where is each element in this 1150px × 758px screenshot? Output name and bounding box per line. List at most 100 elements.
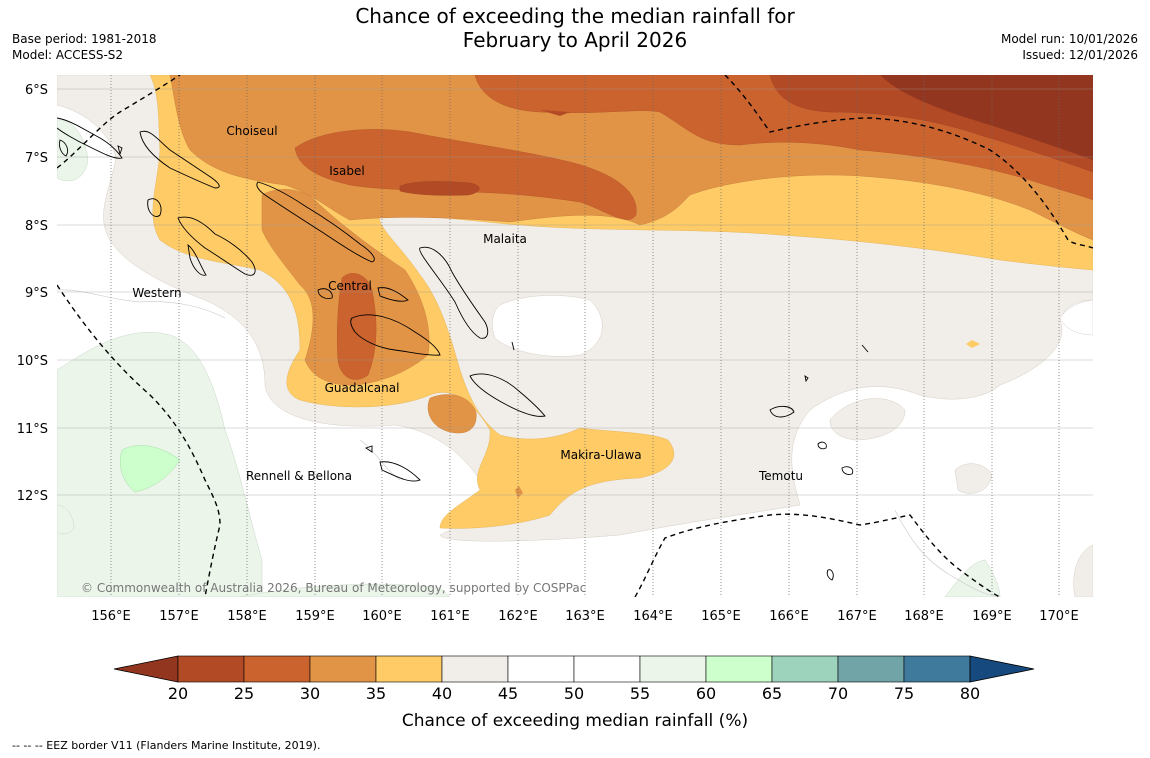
colorbar-segment [441,655,509,683]
title-line-2: February to April 2026 [462,28,688,52]
colorbar-title: Chance of exceeding median rainfall (%) [402,711,748,731]
island-isabel [256,181,375,263]
colorbar-tick-label: 20 [168,684,188,703]
colorbar-tick-label: 35 [366,684,386,703]
lon-tick-label: 170°E [1039,609,1079,624]
island-small-5 [511,341,515,351]
longitude-axis: 156°E 157°E 158°E 159°E 160°E 161°E 162°… [91,609,1079,624]
eez-legend-note: -- -- -- EEZ border V11 (Flanders Marine… [12,739,321,752]
lon-tick-label: 163°E [565,609,605,624]
map-area: Choiseul Isabel Malaita Western Central … [57,75,1093,597]
colorbar-segment [639,655,707,683]
latitude-axis: 6°S 7°S 8°S 9°S 10°S 11°S 12°S [17,83,48,504]
colorbar-ticks: 20 25 30 35 40 45 50 55 60 65 70 75 80 [168,684,980,703]
colorbar-segment [243,655,311,683]
island-russell [317,288,333,299]
lat-tick-label: 10°S [17,354,48,369]
colorbar-tick-label: 40 [432,684,452,703]
island-utupua [817,441,827,450]
copyright-notice: © Commonwealth of Australia 2026, Bureau… [81,581,586,595]
island-small-4 [861,344,869,353]
lon-tick-label: 156°E [91,609,131,624]
island-vanikoro [841,466,854,475]
colorbar-tick-label: 80 [960,684,980,703]
colorbar-tick-label: 70 [828,684,848,703]
label-rennell-bellona: Rennell & Bellona [246,469,352,483]
colorbar-tick-label: 30 [300,684,320,703]
colorbar-segment [771,655,839,683]
label-western: Western [132,286,181,300]
island-makira [469,373,546,417]
label-isabel: Isabel [329,164,364,178]
colorbar-segment [705,655,773,683]
island-ontong [59,139,69,157]
eez-north-east [724,75,1093,249]
island-santa-cruz [769,405,795,418]
eez-borders [57,75,1093,597]
contour-55-60-northwest [57,119,89,182]
contour-25-30-isabel [294,129,637,220]
eez-north-west [57,75,181,169]
lon-tick-label: 162°E [498,609,538,624]
lon-tick-label: 161°E [430,609,470,624]
eez-south-west [57,284,221,597]
colorbar-over-arrow [969,655,1035,683]
colorbar-tick-label: 65 [762,684,782,703]
contour-30-35-patch [427,394,477,434]
lat-tick-label: 9°S [25,286,48,301]
label-makira-ulawa: Makira-Ulawa [560,448,641,462]
model-run: Model run: 10/01/2026 [1000,32,1138,46]
island-small-2 [804,375,809,383]
map-title: Chance of exceeding the median rainfall … [0,4,1150,52]
latitude-gridlines [57,88,1093,496]
lat-tick-label: 8°S [25,219,48,234]
label-guadalcanal: Guadalcanal [325,381,400,395]
colorbar-segment [573,655,641,683]
lon-tick-label: 165°E [701,609,741,624]
contour-40-45-temotu [954,463,993,494]
eez-south-east [634,513,1001,597]
colorbar-tick-label: 55 [630,684,650,703]
lat-tick-label: 12°S [17,489,48,504]
label-choiseul: Choiseul [226,124,277,138]
colorbar-segment [507,655,575,683]
lon-tick-label: 169°E [972,609,1012,624]
contour-40-45-patch [829,398,906,441]
contour-60-65 [119,445,181,493]
contour-line-east [894,509,1001,597]
colorbar-segment [375,655,443,683]
colorbar-tick-label: 50 [564,684,584,703]
island-choiseul [139,130,220,189]
island-bellona [364,445,373,453]
island-small-1 [117,145,123,156]
label-malaita: Malaita [483,232,527,246]
contour-55-60-south [239,583,451,597]
colorbar-tick-label: 60 [696,684,716,703]
label-temotu: Temotu [758,469,803,483]
longitude-gridlines [110,75,1060,597]
colorbar-under-arrow [113,655,179,683]
label-central: Central [328,279,372,293]
title-line-1: Chance of exceeding the median rainfall … [355,4,795,28]
island-malaita [419,246,489,339]
lon-tick-label: 167°E [837,609,877,624]
contour-line-west [57,289,226,319]
island-small-3 [826,569,834,581]
lon-tick-label: 168°E [904,609,944,624]
contour-25-30-central [336,273,377,380]
colorbar-segment [903,655,971,683]
island-ranongga [187,244,207,276]
contour-55-60-lower [57,504,75,535]
island-rennell [379,461,421,482]
contour-below-20 [880,75,1093,160]
island-bougainville [57,117,123,159]
island-vella-lavella [147,198,162,217]
lat-tick-label: 7°S [25,151,48,166]
lon-tick-label: 160°E [362,609,402,624]
colorbar-tick-label: 75 [894,684,914,703]
contour-20-25-line [540,110,570,116]
colorbar-segment [309,655,377,683]
contour-45-50-east [1059,299,1093,336]
contour-20-25-isabel [399,181,480,196]
